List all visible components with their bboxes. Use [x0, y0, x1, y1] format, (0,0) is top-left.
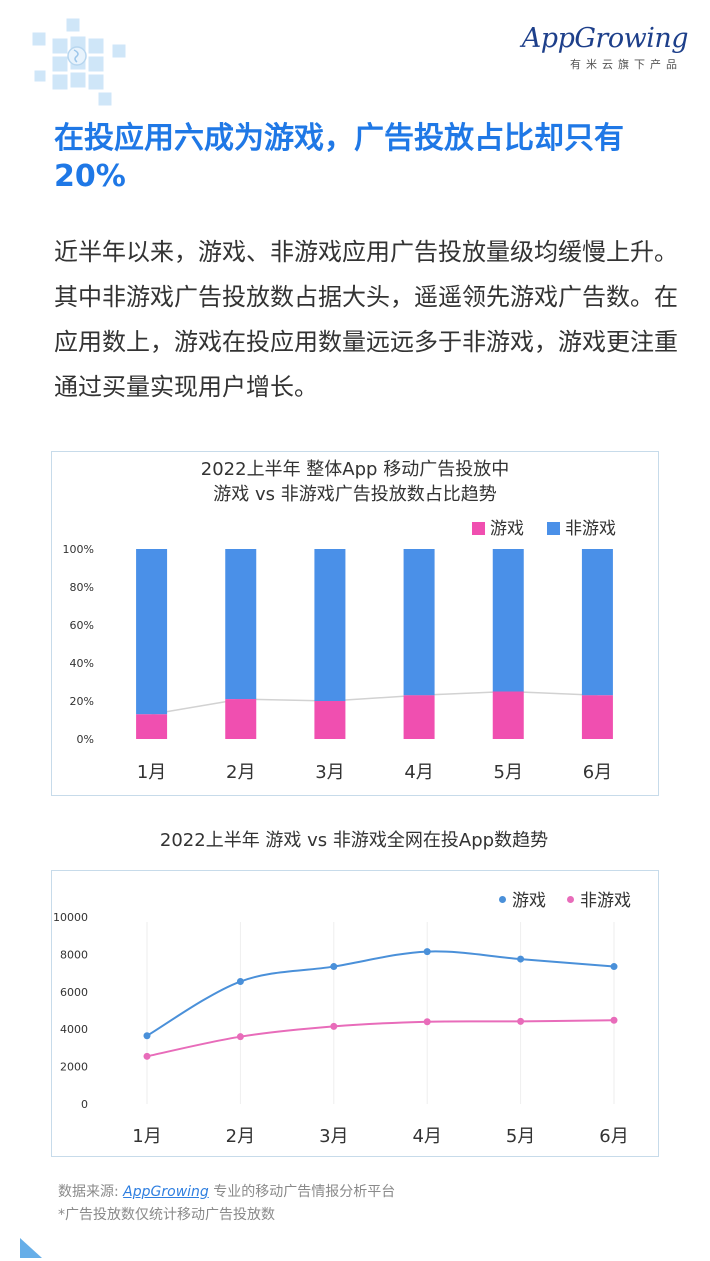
- series-line-game: [146, 950, 615, 1037]
- bar-nongame: [314, 549, 346, 701]
- x-tick-label: 3月: [319, 1126, 348, 1147]
- chart2-legend-nongame: 非游戏: [567, 886, 631, 911]
- data-point: [330, 1022, 338, 1030]
- y-tick-label: 100%: [63, 543, 94, 556]
- headline: 在投应用六成为游戏，广告投放占比却只有20%: [54, 121, 624, 194]
- logo-wordmark: AppGrowing: [521, 23, 689, 54]
- data-point: [610, 963, 618, 971]
- corner-decoration: [20, 1238, 42, 1258]
- data-point: [610, 1016, 618, 1024]
- y-tick-label: 80%: [70, 581, 94, 594]
- x-tick-label: 1月: [137, 762, 166, 783]
- y-tick-label: 6000: [60, 986, 88, 999]
- bar-nongame: [136, 549, 168, 715]
- legend-swatch-nongame: [547, 522, 560, 535]
- legend-dot-game: [499, 896, 506, 903]
- y-tick-label: 4000: [60, 1023, 88, 1036]
- logo-tagline: 有米云旗下产品: [570, 58, 682, 71]
- legend-label-game-2: 游戏: [512, 891, 546, 911]
- y-tick-label: 8000: [60, 948, 88, 961]
- x-tick-label: 5月: [506, 1126, 535, 1147]
- chart1-legend-nongame: 非游戏: [547, 514, 616, 539]
- x-tick-label: 5月: [494, 762, 523, 783]
- bar-game: [136, 714, 168, 739]
- chart2-legend-game: 游戏: [499, 886, 546, 911]
- source-suffix: 专业的移动广告情报分析平台: [208, 1184, 396, 1200]
- source-prefix: 数据来源:: [58, 1184, 124, 1200]
- series-line-nongame: [146, 1019, 615, 1058]
- data-point: [517, 955, 525, 963]
- x-tick-label: 4月: [412, 1126, 441, 1147]
- bar-nongame: [492, 549, 524, 692]
- x-tick-label: 6月: [583, 762, 612, 783]
- y-tick-label: 0%: [77, 733, 94, 746]
- cube-logo-graphic: [31, 17, 127, 107]
- y-tick-label: 10000: [53, 911, 88, 924]
- body-paragraph: 近半年以来，游戏、非游戏应用广告投放量级均缓慢上升。其中非游戏广告投放数占据大头…: [54, 238, 678, 401]
- y-tick-label: 0: [81, 1098, 88, 1111]
- y-tick-label: 2000: [60, 1061, 88, 1074]
- bar-game: [225, 699, 257, 739]
- y-tick-label: 60%: [70, 619, 94, 632]
- y-tick-label: 20%: [70, 695, 94, 708]
- chart1-plot: 0% 20% 40% 60% 80% 100% 1月 2月 3月 4月 5月 6月: [63, 543, 613, 783]
- data-point: [517, 1017, 525, 1025]
- footer-notes: 数据来源: AppGrowing 专业的移动广告情报分析平台 *广告投放数仅统计…: [58, 1181, 395, 1227]
- data-point: [236, 978, 244, 986]
- chart1-title: 2022上半年 整体App 移动广告投放中 游戏 vs 非游戏广告投放数占比趋势: [52, 457, 658, 507]
- chart1-title-line1: 2022上半年 整体App 移动广告投放中: [200, 459, 510, 480]
- legend-label-game: 游戏: [490, 519, 524, 539]
- bar-game: [492, 691, 524, 739]
- data-point: [143, 1052, 151, 1060]
- bar-game: [403, 695, 435, 739]
- bar-game: [314, 701, 346, 739]
- bar-nongame: [225, 549, 257, 700]
- x-tick-label: 4月: [404, 762, 433, 783]
- appgrowing-logo: AppGrowing 有米云旗下产品: [521, 23, 689, 72]
- bar-nongame: [581, 549, 613, 696]
- x-tick-label: 2月: [226, 1126, 255, 1147]
- source-line: 数据来源: AppGrowing 专业的移动广告情报分析平台: [58, 1181, 395, 1204]
- game-trend-line: [151, 690, 598, 716]
- x-tick-label: 3月: [315, 762, 344, 783]
- share-trend-chart: 2022上半年 整体App 移动广告投放中 游戏 vs 非游戏广告投放数占比趋势…: [51, 451, 659, 796]
- source-link[interactable]: AppGrowing: [123, 1184, 209, 1200]
- x-tick-label: 6月: [599, 1126, 628, 1147]
- data-point: [423, 948, 431, 956]
- x-tick-label: 1月: [132, 1126, 161, 1147]
- legend-swatch-game: [472, 522, 485, 535]
- footnote: *广告投放数仅统计移动广告投放数: [58, 1207, 275, 1223]
- legend-label-nongame-2: 非游戏: [580, 891, 631, 911]
- legend-label-nongame: 非游戏: [565, 519, 616, 539]
- legend-dot-nongame: [567, 896, 574, 903]
- data-point: [330, 963, 338, 971]
- chart1-title-line2: 游戏 vs 非游戏广告投放数占比趋势: [213, 484, 497, 505]
- bar-nongame: [403, 549, 435, 696]
- x-tick-label: 2月: [226, 762, 255, 783]
- app-count-trend-chart: 游戏 非游戏 0 2000 4000 6000 8000 10000 1月 2月 3月 4月 5月 6…: [51, 870, 659, 1157]
- data-point: [236, 1033, 244, 1041]
- bar-game: [581, 695, 613, 739]
- data-point: [423, 1018, 431, 1026]
- chart2-title: 2022上半年 游戏 vs 非游戏全网在投App数趋势: [159, 830, 549, 851]
- data-point: [143, 1032, 151, 1040]
- chart2-plot: 0 2000 4000 6000 8000 10000 1月 2月 3月 4月 5月 6月: [53, 911, 629, 1147]
- y-tick-label: 40%: [70, 657, 94, 670]
- chart1-legend-game: 游戏: [472, 514, 524, 539]
